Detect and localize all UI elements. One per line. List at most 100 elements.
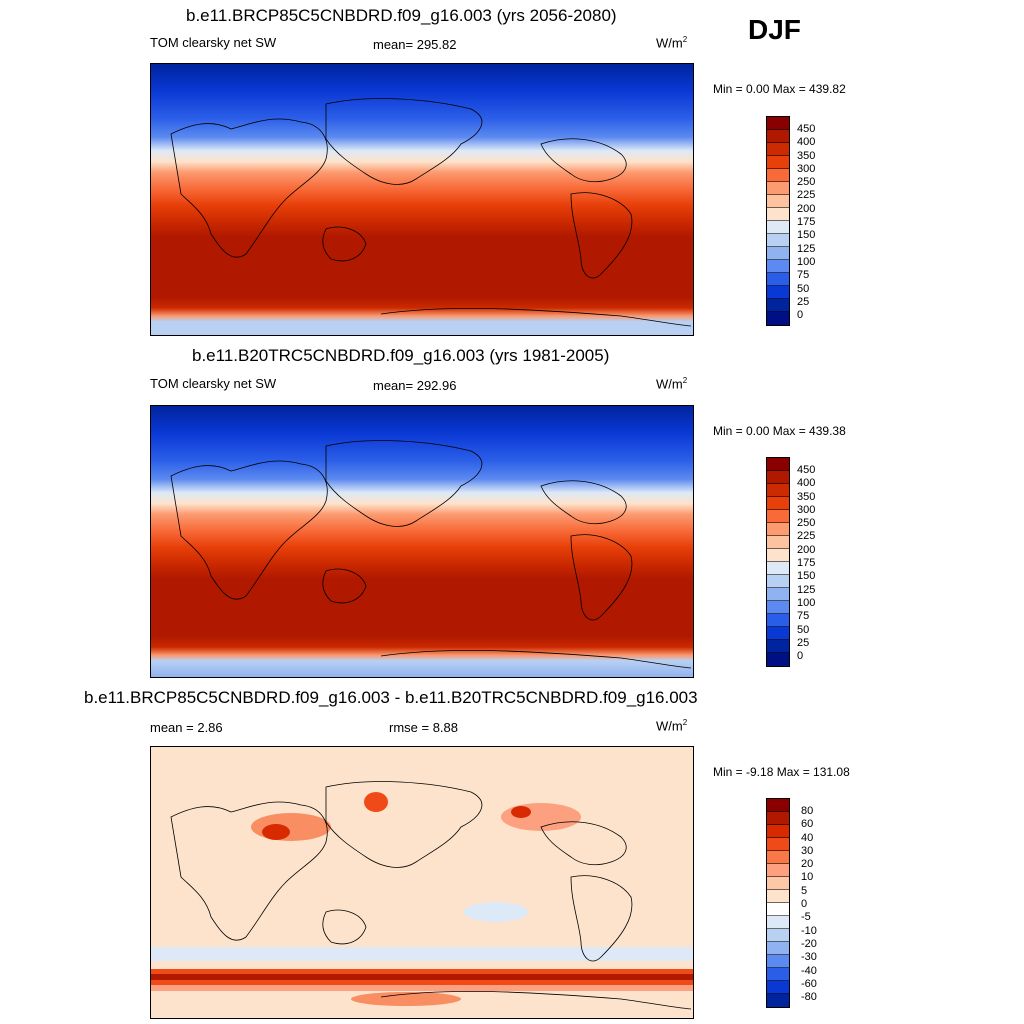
colorbar-tick-label: -80 (801, 991, 817, 1004)
colorbar-tick-label: 25 (797, 636, 810, 649)
panel3-colorbar-swatch (767, 890, 789, 903)
colorbar-tick-label: 60 (801, 818, 814, 831)
panel2-colorbar-swatch (767, 575, 789, 588)
panel3-colorbar-swatch (767, 929, 789, 942)
panel1-colorbar-labels: 450 400 350 300 250 225 200 175 150 125 … (797, 123, 815, 322)
colorbar-tick-label: 0 (797, 650, 804, 663)
panel2-map-field (151, 406, 693, 677)
panel1-coastlines (170, 98, 692, 327)
panel2-colorbar-swatch (767, 627, 789, 640)
colorbar-tick-label: 75 (797, 269, 810, 282)
panel3-title: b.e11.BRCP85C5CNBDRD.f09_g16.003 - b.e11… (84, 688, 698, 707)
panel3-units: W/m2 (656, 718, 688, 734)
colorbar-tick-label: 200 (797, 543, 816, 556)
panel2-colorbar-labels: 450 400 350 300 250 225 200 175 150 125 … (797, 464, 815, 663)
colorbar-tick-label: -10 (801, 924, 817, 937)
colorbar-tick-label: -30 (801, 951, 817, 964)
colorbar-tick-label: 225 (797, 530, 816, 543)
colorbar-tick-label: 100 (797, 255, 816, 268)
panel3-colorbar-swatch (767, 851, 789, 864)
panel2-colorbar-swatch (767, 523, 789, 536)
colorbar-tick-label: 450 (797, 464, 816, 476)
panel3-colorbar-swatch (767, 942, 789, 955)
panel1-colorbar-swatch (767, 195, 789, 208)
colorbar-tick-label: 200 (797, 202, 816, 215)
panel2-colorbar-swatch (767, 549, 789, 562)
colorbar-tick-label: 25 (797, 295, 810, 308)
panel2-colorbar-swatch (767, 614, 789, 627)
panel2-mean-label: mean= 292.96 (373, 378, 457, 393)
colorbar-tick-label: 250 (797, 517, 816, 530)
panel1-colorbar-swatch (767, 143, 789, 156)
colorbar-tick-label: 10 (801, 871, 814, 884)
panel1-title: b.e11.BRCP85C5CNBDRD.f09_g16.003 (yrs 20… (186, 6, 617, 25)
colorbar-tick-label: 80 (801, 805, 814, 817)
colorbar-tick-label: 0 (797, 309, 804, 322)
panel3-colorbar-swatch (767, 864, 789, 877)
panel1-colorbar-swatch (767, 156, 789, 169)
colorbar-tick-label: 125 (797, 583, 816, 596)
panel1-colorbar-swatch (767, 260, 789, 273)
colorbar-tick-label: 20 (801, 858, 814, 871)
panel3-mean-label: mean = 2.86 (150, 720, 223, 735)
colorbar-tick-label: 175 (797, 216, 816, 229)
panel1-colorbar (766, 116, 790, 326)
panel1-colorbar-swatch (767, 169, 789, 182)
panel3-map-field (151, 747, 693, 1018)
panel2-map (150, 405, 694, 678)
panel1-colorbar-swatch (767, 299, 789, 312)
panel3-colorbar-swatch (767, 994, 789, 1007)
panel3-colorbar-swatch (767, 812, 789, 825)
panel3-rmse-label: rmse = 8.88 (389, 720, 459, 735)
panel2-colorbar-swatch (767, 601, 789, 614)
colorbar-tick-label: 250 (797, 176, 816, 189)
panel3-colorbar-labels: 80 60 40 30 20 10 5 0 -5 -10 -20 -30 -40… (801, 805, 817, 1004)
panel2-variable-label: TOM clearsky net SW (150, 376, 277, 391)
colorbar-tick-label: 100 (797, 596, 816, 609)
colorbar-tick-label: -40 (801, 964, 817, 977)
panel2-units: W/m2 (656, 376, 688, 392)
colorbar-tick-label: 350 (797, 149, 816, 162)
panel2-colorbar-swatch (767, 497, 789, 510)
colorbar-tick-label: 300 (797, 503, 816, 516)
panel2-coastlines (170, 440, 692, 669)
panel2-colorbar-swatch (767, 653, 789, 666)
colorbar-tick-label: 450 (797, 123, 816, 135)
panel1-colorbar-swatch (767, 117, 789, 130)
panel1-colorbar-swatch (767, 234, 789, 247)
panel3-colorbar-swatch (767, 799, 789, 812)
colorbar-tick-label: 225 (797, 189, 816, 202)
panel3-colorbar-swatch (767, 877, 789, 890)
panel2-colorbar-swatch (767, 588, 789, 601)
panel1-minmax: Min = 0.00 Max = 439.82 (713, 82, 846, 96)
colorbar-tick-label: 0 (801, 898, 808, 911)
panel2-colorbar-swatch (767, 536, 789, 549)
panel3-colorbar-swatch (767, 903, 789, 916)
colorbar-tick-label: 150 (797, 570, 816, 583)
colorbar-tick-label: 300 (797, 162, 816, 175)
panel3-colorbar-swatch (767, 955, 789, 968)
panel1-mean-label: mean= 295.82 (373, 37, 457, 52)
colorbar-tick-label: 350 (797, 490, 816, 503)
panel3-colorbar-swatch (767, 981, 789, 994)
panel1-colorbar-swatch (767, 273, 789, 286)
colorbar-tick-label: -60 (801, 977, 817, 990)
colorbar-tick-label: 125 (797, 242, 816, 255)
colorbar-tick-label: 40 (801, 831, 814, 844)
panel3-map (150, 746, 694, 1019)
panel2-colorbar-swatch (767, 458, 789, 471)
colorbar-tick-label: 50 (797, 282, 810, 295)
panel1-colorbar-swatch (767, 247, 789, 260)
colorbar-tick-label: 75 (797, 610, 810, 623)
panel1-colorbar-swatch (767, 221, 789, 234)
panel1-units: W/m2 (656, 35, 688, 51)
colorbar-tick-label: 50 (797, 623, 810, 636)
colorbar-tick-label: -5 (801, 911, 811, 924)
panel2-colorbar-swatch (767, 510, 789, 523)
panel2-minmax: Min = 0.00 Max = 439.38 (713, 424, 846, 438)
panel3-coastlines (170, 781, 692, 1010)
panel2-colorbar-swatch (767, 471, 789, 484)
colorbar-tick-label: 5 (801, 884, 808, 897)
panel3-minmax: Min = -9.18 Max = 131.08 (713, 765, 850, 779)
colorbar-tick-label: 400 (797, 477, 816, 490)
